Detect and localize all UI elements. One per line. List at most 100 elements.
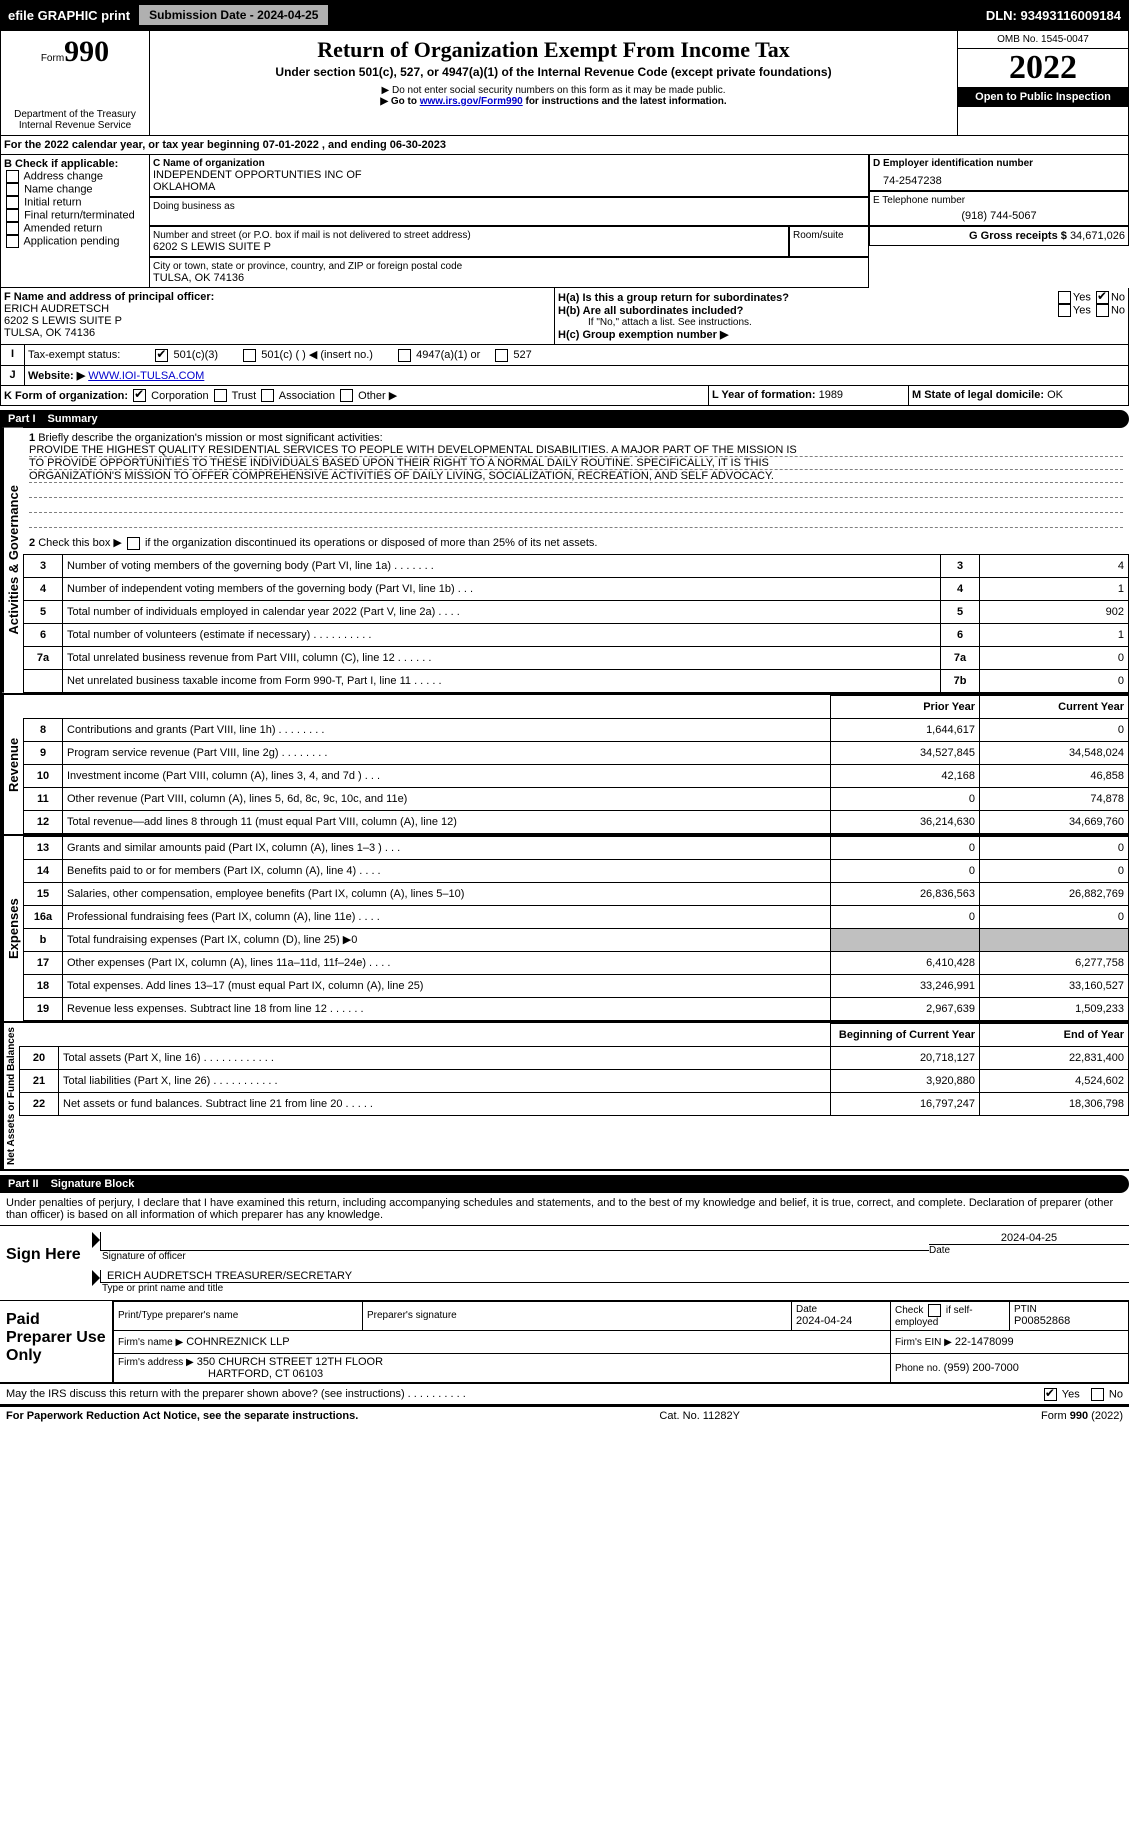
check-other[interactable] (340, 389, 353, 402)
table-row: 15Salaries, other compensation, employee… (24, 882, 1129, 905)
netassets-table: Beginning of Current YearEnd of Year 20T… (19, 1023, 1129, 1116)
check-trust[interactable] (214, 389, 227, 402)
box-k-label: K Form of organization: (4, 390, 128, 402)
mission-3: ORGANIZATION'S MISSION TO OFFER COMPREHE… (29, 470, 1123, 483)
footer-cat: Cat. No. 11282Y (659, 1410, 740, 1422)
table-row: 10Investment income (Part VIII, column (… (24, 764, 1129, 787)
org-name-2: OKLAHOMA (153, 181, 865, 193)
table-row: bTotal fundraising expenses (Part IX, co… (24, 928, 1129, 951)
irs-link[interactable]: www.irs.gov/Form990 (420, 96, 523, 107)
state-domicile: OK (1047, 389, 1063, 401)
footer: For Paperwork Reduction Act Notice, see … (0, 1406, 1129, 1425)
check-4947[interactable] (398, 349, 411, 362)
part1-header: Part I Summary (0, 410, 1129, 428)
check-corp[interactable] (133, 389, 146, 402)
box-b-label: B Check if applicable: (4, 158, 146, 170)
check-amended[interactable] (6, 222, 19, 235)
hc-label: H(c) Group exemption number ▶ (558, 329, 728, 341)
ha-no-label: No (1111, 291, 1125, 303)
org-address: 6202 S LEWIS SUITE P (153, 241, 785, 253)
box-l-label: L Year of formation: (712, 389, 816, 401)
nafb-hdr-prior: Beginning of Current Year (831, 1023, 980, 1046)
table-row: 13Grants and similar amounts paid (Part … (24, 836, 1129, 859)
org-name-1: INDEPENDENT OPPORTUNTIES INC OF (153, 169, 865, 181)
hb-yes[interactable] (1058, 304, 1071, 317)
firm-name: COHNREZNICK LLP (186, 1336, 289, 1348)
agov-table: 3Number of voting members of the governi… (23, 554, 1129, 693)
agov-l1: Briefly describe the organization's miss… (38, 432, 382, 444)
website-link[interactable]: WWW.IOI-TULSA.COM (88, 370, 204, 382)
check-self-employed[interactable] (928, 1304, 941, 1317)
part2-num: Part II (8, 1178, 39, 1190)
form-title: Return of Organization Exempt From Incom… (154, 37, 953, 63)
omb-number: OMB No. 1545-0047 (958, 31, 1128, 49)
lbl-trust: Trust (232, 390, 257, 402)
hdr-curr: Current Year (980, 695, 1129, 718)
table-row: Net unrelated business taxable income fr… (24, 669, 1129, 692)
note2-pre: ▶ Go to (380, 96, 419, 107)
check-name-change[interactable] (6, 183, 19, 196)
sign-here-label: Sign Here (0, 1226, 92, 1300)
irs-label: Internal Revenue Service (5, 120, 145, 131)
lbl-address-change: Address change (23, 170, 103, 182)
footer-form-num: 990 (1070, 1410, 1088, 1422)
footer-notice: For Paperwork Reduction Act Notice, see … (6, 1410, 358, 1422)
signature-declaration: Under penalties of perjury, I declare th… (0, 1193, 1129, 1225)
table-row: 16aProfessional fundraising fees (Part I… (24, 905, 1129, 928)
footer-form-yr: (2022) (1088, 1410, 1123, 1422)
part1-title: Summary (48, 413, 98, 425)
discuss-no[interactable] (1091, 1388, 1104, 1401)
lbl-4947: 4947(a)(1) or (416, 349, 480, 361)
lbl-other: Other ▶ (358, 390, 397, 402)
ein-lbl: Firm's EIN ▶ (895, 1337, 952, 1348)
check-501c[interactable] (243, 349, 256, 362)
form-note1: ▶ Do not enter social security numbers o… (154, 85, 953, 96)
box-d-label: D Employer identification number (873, 158, 1125, 169)
table-row: 9Program service revenue (Part VIII, lin… (24, 741, 1129, 764)
sig-date: 2024-04-25 (929, 1232, 1129, 1245)
form-subtitle: Under section 501(c), 527, or 4947(a)(1)… (154, 65, 953, 79)
check-final-return[interactable] (6, 209, 19, 222)
table-row: 21Total liabilities (Part X, line 26) . … (20, 1069, 1129, 1092)
discuss-yes[interactable] (1044, 1388, 1057, 1401)
table-row: 4Number of independent voting members of… (24, 577, 1129, 600)
firm-phone: (959) 200-7000 (944, 1362, 1019, 1374)
lbl-initial: Initial return (24, 196, 81, 208)
part2-header: Part II Signature Block (0, 1175, 1129, 1193)
sig-date-lbl: Date (929, 1245, 1129, 1256)
ein-value: 74-2547238 (873, 169, 1125, 187)
hb-no[interactable] (1096, 304, 1109, 317)
hb-yes-label: Yes (1073, 304, 1091, 316)
ptin: P00852868 (1014, 1315, 1124, 1327)
ha-no[interactable] (1096, 291, 1109, 304)
city-label: City or town, state or province, country… (153, 261, 865, 272)
table-row: 17Other expenses (Part IX, column (A), l… (24, 951, 1129, 974)
mission-1: PROVIDE THE HIGHEST QUALITY RESIDENTIAL … (29, 444, 1123, 457)
firm-lbl: Firm's name ▶ (118, 1337, 183, 1348)
check-501c3[interactable] (155, 349, 168, 362)
form-word: Form (41, 53, 64, 64)
check-discontinued[interactable] (127, 537, 140, 550)
phone-lbl: Phone no. (895, 1363, 941, 1374)
table-row: 6Total number of volunteers (estimate if… (24, 623, 1129, 646)
table-row: 20Total assets (Part X, line 16) . . . .… (20, 1046, 1129, 1069)
hb-note: If "No," attach a list. See instructions… (558, 317, 1125, 328)
table-row: 12Total revenue—add lines 8 through 11 (… (24, 810, 1129, 833)
check-527[interactable] (495, 349, 508, 362)
check-app-pending[interactable] (6, 235, 19, 248)
nafb-hdr-curr: End of Year (980, 1023, 1129, 1046)
check-initial-return[interactable] (6, 196, 19, 209)
submission-date-button[interactable]: Submission Date - 2024-04-25 (138, 4, 329, 26)
name-lbl: Type or print name and title (96, 1283, 1129, 1294)
ptin-lbl: PTIN (1014, 1304, 1124, 1315)
sig-officer-lbl: Signature of officer (96, 1251, 929, 1262)
firm-addr2: HARTFORD, CT 06103 (118, 1368, 323, 1380)
ha-yes[interactable] (1058, 291, 1071, 304)
paid-preparer-label: Paid Preparer Use Only (0, 1301, 113, 1382)
lbl-name-change: Name change (24, 183, 93, 195)
dln-label: DLN: 93493116009184 (986, 8, 1121, 23)
check-address-change[interactable] (6, 170, 19, 183)
check-assoc[interactable] (261, 389, 274, 402)
preparer-table: Print/Type preparer's name Preparer's si… (113, 1301, 1129, 1382)
table-row: 3Number of voting members of the governi… (24, 554, 1129, 577)
